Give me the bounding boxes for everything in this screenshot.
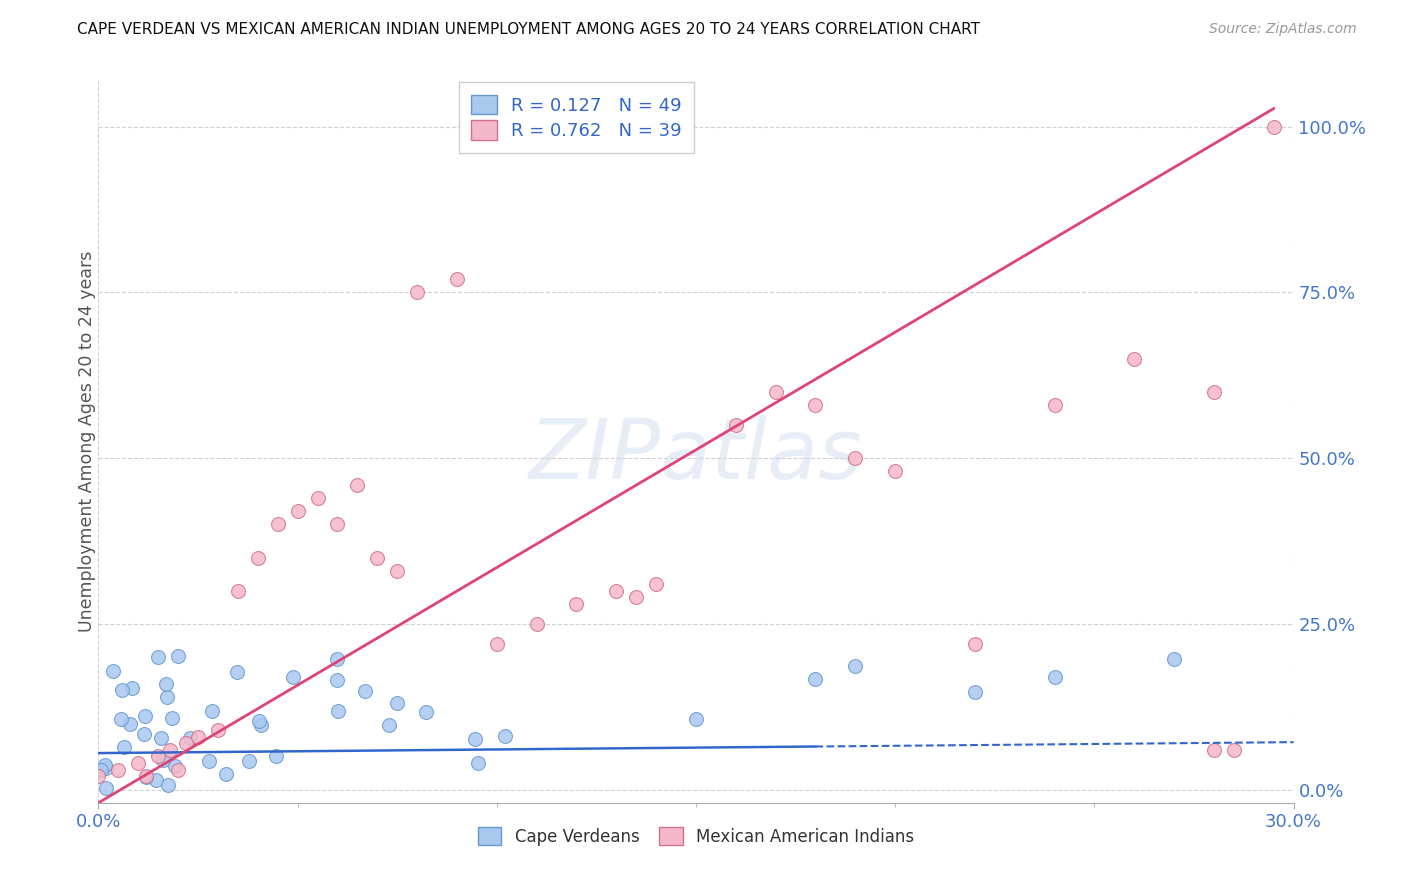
Point [101,664,124,678]
Point [160,711,183,725]
Point [267,517,290,532]
Point [346,477,368,491]
Point [187,730,209,744]
Point [724,417,747,432]
Point [1223,743,1246,757]
Point [804,673,827,687]
Point [1163,652,1185,666]
Legend: Cape Verdeans, Mexican American Indians: Cape Verdeans, Mexican American Indians [471,821,921,852]
Point [765,384,787,399]
Point [605,583,627,598]
Point [804,398,827,412]
Point [685,712,707,726]
Point [385,564,409,578]
Point [114,740,136,755]
Point [148,749,170,764]
Point [645,577,668,591]
Point [494,729,516,743]
Point [165,758,187,772]
Point [326,651,349,665]
Point [118,716,141,731]
Point [166,648,188,663]
Point [135,770,157,784]
Point [145,773,167,788]
Point [110,712,132,726]
Point [287,504,309,518]
Point [155,677,177,691]
Point [111,682,134,697]
Point [467,756,489,771]
Point [159,743,181,757]
Point [94,758,117,772]
Point [156,778,179,792]
Point [207,723,229,737]
Point [249,718,271,732]
Point [264,749,287,764]
Point [96,781,118,796]
Text: ZIPatlas: ZIPatlas [529,416,863,497]
Point [132,727,155,741]
Point [844,451,866,466]
Text: CAPE VERDEAN VS MEXICAN AMERICAN INDIAN UNEMPLOYMENT AMONG AGES 20 TO 24 YEARS C: CAPE VERDEAN VS MEXICAN AMERICAN INDIAN … [77,22,980,37]
Point [446,272,468,286]
Point [1043,398,1066,412]
Point [366,550,388,565]
Point [281,670,304,684]
Point [1202,384,1225,399]
Point [174,736,197,750]
Point [1202,743,1225,757]
Point [246,550,269,565]
Text: Source: ZipAtlas.com: Source: ZipAtlas.com [1209,22,1357,37]
Point [121,681,143,695]
Point [134,709,156,723]
Point [152,753,174,767]
Point [963,637,986,651]
Point [201,705,224,719]
Point [385,696,408,710]
Point [326,517,349,532]
Point [325,673,347,687]
Point [1043,670,1066,684]
Point [238,754,260,768]
Point [626,591,648,605]
Point [1263,120,1285,134]
Point [197,754,219,768]
Point [844,658,866,673]
Point [215,766,238,780]
Point [87,769,110,783]
Point [94,761,117,775]
Point [179,731,201,746]
Point [884,464,907,478]
Point [354,684,377,698]
Point [225,665,247,679]
Point [90,764,112,778]
Point [415,705,437,719]
Y-axis label: Unemployment Among Ages 20 to 24 years: Unemployment Among Ages 20 to 24 years [79,251,96,632]
Point [247,714,270,728]
Point [1123,351,1146,366]
Point [526,616,548,631]
Point [406,285,429,300]
Point [226,583,249,598]
Point [963,685,986,699]
Point [127,756,149,770]
Point [135,769,157,783]
Point [148,650,170,665]
Point [565,597,588,611]
Point [326,704,349,718]
Point [156,690,179,705]
Point [107,763,129,777]
Point [464,732,486,747]
Point [485,637,508,651]
Point [150,731,173,746]
Point [167,763,190,777]
Point [307,491,329,505]
Point [378,718,401,732]
